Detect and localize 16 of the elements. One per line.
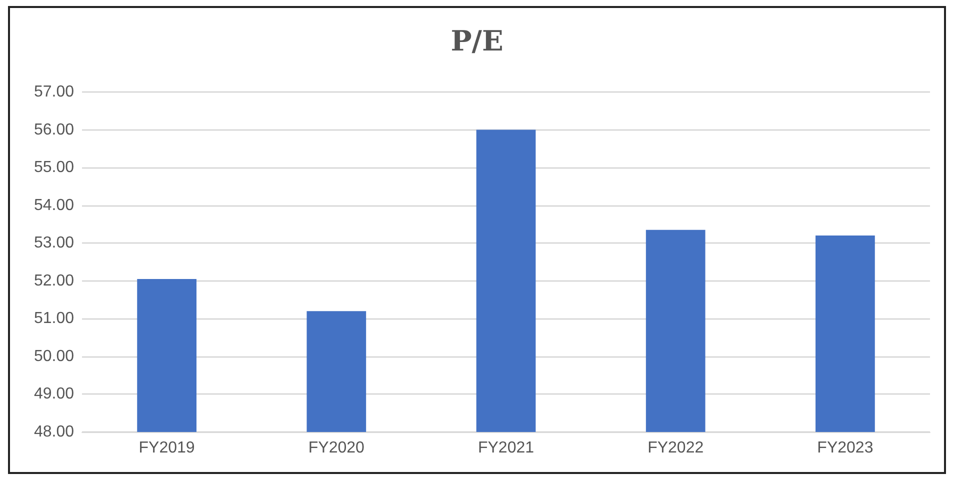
x-tick-label: FY2020	[308, 440, 365, 456]
x-tick-label: FY2019	[138, 440, 195, 456]
y-tick-label: 54.00	[34, 196, 74, 214]
y-tick-label: 52.00	[34, 272, 74, 290]
x-tick-label: FY2022	[648, 440, 704, 456]
y-tick-label: 51.00	[34, 310, 74, 328]
y-tick-label: 56.00	[34, 121, 74, 138]
chart-title: P/E	[450, 24, 504, 58]
y-tick-label: 50.00	[34, 348, 74, 365]
y-tick-label: 53.00	[34, 234, 74, 252]
y-tick-label: 57.00	[34, 84, 74, 100]
y-tick-label: 49.00	[34, 386, 74, 403]
x-tick-label: FY2021	[478, 440, 534, 456]
x-tick-label: FY2023	[817, 440, 874, 456]
y-tick-label: 48.00	[34, 424, 74, 440]
y-tick-label: 55.00	[34, 159, 74, 176]
